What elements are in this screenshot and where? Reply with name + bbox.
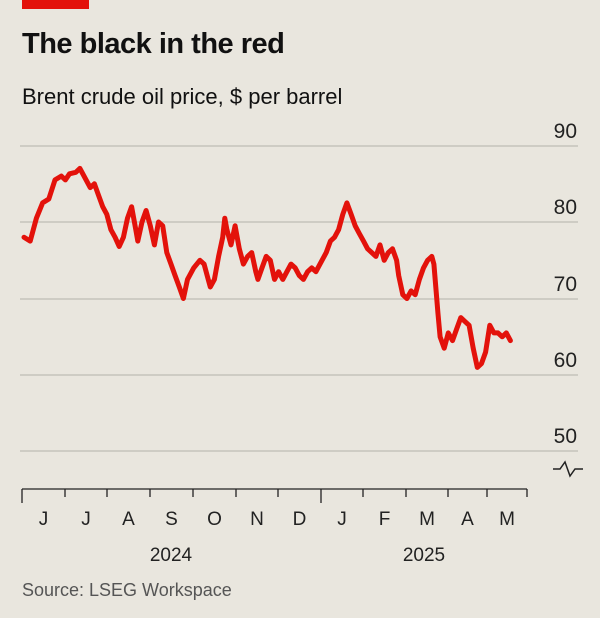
x-month-label: J — [337, 509, 347, 530]
x-year-label: 2025 — [403, 545, 445, 566]
x-year-label: 2024 — [150, 545, 193, 566]
x-month-label: M — [419, 509, 435, 530]
accent-bar — [22, 0, 89, 9]
x-month-label: D — [293, 509, 307, 530]
y-tick-label: 50 — [554, 425, 577, 448]
y-axis-labels: 90 80 70 60 50 — [554, 120, 577, 448]
grid-layer — [20, 145, 578, 452]
source-note: Source: LSEG Workspace — [22, 580, 232, 600]
y-tick-label: 70 — [554, 273, 577, 296]
y-tick-label: 60 — [554, 349, 577, 372]
x-month-label: O — [207, 509, 222, 530]
x-month-label: S — [165, 509, 178, 530]
x-month-label: A — [122, 509, 135, 530]
price-line — [21, 165, 513, 370]
chart-subtitle: Brent crude oil price, $ per barrel — [22, 84, 343, 109]
x-month-label: M — [499, 509, 515, 530]
x-month-label: N — [250, 509, 264, 530]
chart-title: The black in the red — [22, 28, 285, 60]
x-month-label: F — [379, 509, 391, 530]
x-month-label: J — [81, 509, 91, 530]
x-month-label: A — [461, 509, 474, 530]
chart-canvas: 90 80 70 60 50 J J A S O N D J F M A M 2024 2025 — [20, 120, 583, 566]
y-tick-label: 80 — [554, 196, 577, 219]
y-tick-label: 90 — [554, 120, 577, 143]
x-month-label: J — [39, 509, 49, 530]
axis-break-icon — [553, 460, 583, 478]
x-axis: J J A S O N D J F M A M 2024 2025 — [21, 488, 528, 566]
